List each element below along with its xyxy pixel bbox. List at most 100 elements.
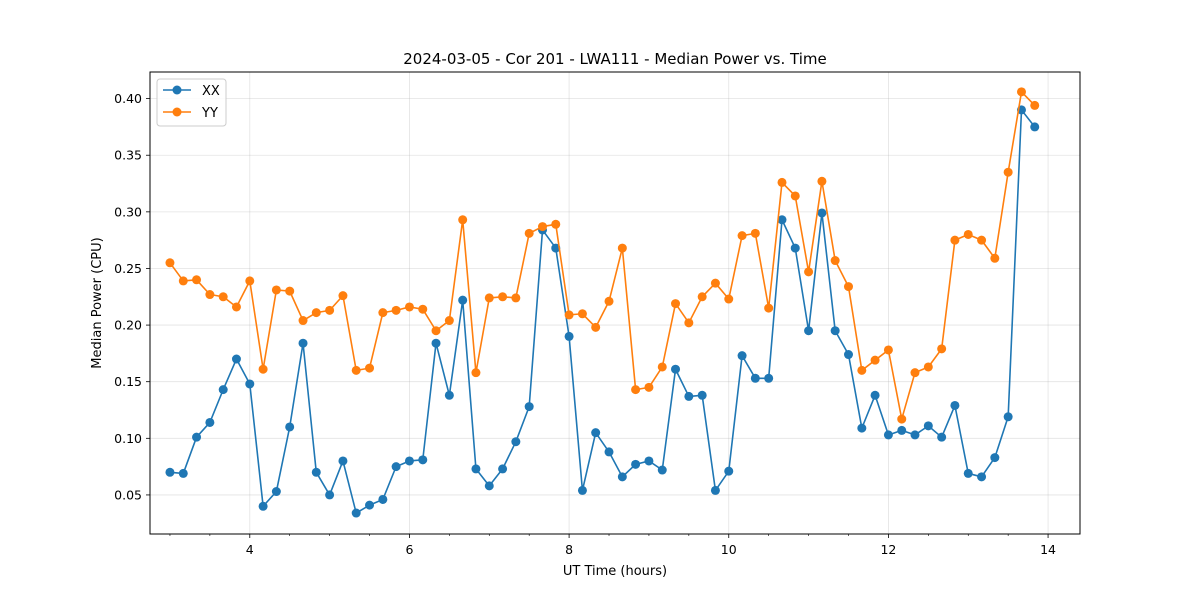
- data-point-xx: [551, 243, 561, 253]
- data-point-yy: [1016, 87, 1026, 97]
- data-point-yy: [311, 308, 321, 318]
- data-point-yy: [431, 326, 441, 336]
- x-tick-label: 10: [721, 542, 737, 557]
- data-point-xx: [923, 421, 933, 431]
- data-point-yy: [178, 276, 188, 286]
- data-point-yy: [923, 362, 933, 372]
- data-point-yy: [498, 292, 508, 302]
- chart-title: 2024-03-05 - Cor 201 - LWA111 - Median P…: [403, 50, 827, 68]
- data-point-yy: [231, 302, 241, 312]
- data-point-xx: [258, 501, 268, 511]
- y-axis-ticks: 0.05 0.10 0.15 0.20 0.25 0.30 0.35 0.40: [114, 91, 150, 502]
- data-point-xx: [830, 326, 840, 336]
- data-point-yy: [577, 309, 587, 319]
- data-point-yy: [365, 363, 375, 373]
- data-point-yy: [192, 275, 202, 285]
- data-point-yy: [205, 290, 215, 300]
- data-point-yy: [817, 176, 827, 186]
- data-point-xx: [458, 295, 468, 305]
- data-point-yy: [804, 267, 814, 277]
- data-point-yy: [1003, 167, 1013, 177]
- series-yy: [165, 87, 1040, 424]
- data-point-yy: [551, 219, 561, 229]
- data-point-yy: [538, 222, 548, 232]
- data-point-xx: [271, 487, 281, 497]
- data-point-xx: [498, 464, 508, 474]
- data-point-xx: [351, 508, 361, 518]
- data-point-yy: [458, 215, 468, 225]
- data-point-yy: [391, 305, 401, 315]
- data-point-xx: [471, 464, 481, 474]
- data-point-yy: [843, 282, 853, 292]
- data-point-xx: [365, 500, 375, 510]
- data-point-yy: [657, 362, 667, 372]
- data-point-xx: [857, 423, 867, 433]
- data-point-xx: [245, 379, 255, 389]
- data-point-yy: [950, 235, 960, 245]
- legend-marker-xx: [172, 85, 182, 95]
- data-point-xx: [178, 468, 188, 478]
- data-point-xx: [817, 208, 827, 218]
- data-point-xx: [777, 215, 787, 225]
- legend-marker-yy: [172, 107, 182, 117]
- x-tick-label: 12: [880, 542, 896, 557]
- data-point-yy: [671, 299, 681, 309]
- data-point-yy: [937, 344, 947, 354]
- data-point-yy: [271, 285, 281, 295]
- data-point-xx: [431, 338, 441, 348]
- data-point-yy: [245, 276, 255, 286]
- data-point-xx: [617, 472, 627, 482]
- data-point-yy: [750, 228, 760, 238]
- data-point-xx: [604, 447, 614, 457]
- data-point-xx: [750, 373, 760, 383]
- y-axis-label: Median Power (CPU): [90, 237, 105, 368]
- x-axis-ticks: 4 6 8 10 12 14: [169, 534, 1056, 557]
- grid: [150, 72, 1080, 534]
- data-point-xx: [338, 456, 348, 466]
- data-point-yy: [338, 291, 348, 301]
- data-point-yy: [990, 253, 1000, 263]
- data-point-yy: [351, 365, 361, 375]
- data-point-xx: [218, 385, 228, 395]
- data-point-xx: [710, 485, 720, 495]
- data-point-yy: [285, 286, 295, 296]
- data-point-yy: [218, 292, 228, 302]
- data-point-yy: [604, 296, 614, 306]
- data-point-xx: [564, 331, 574, 341]
- y-tick-label: 0.05: [114, 487, 142, 502]
- data-point-xx: [870, 390, 880, 400]
- y-tick-label: 0.25: [114, 261, 142, 276]
- data-point-xx: [1003, 412, 1013, 422]
- legend-label-xx: XX: [202, 84, 220, 99]
- data-point-xx: [963, 468, 973, 478]
- data-point-xx: [950, 400, 960, 410]
- data-point-yy: [764, 303, 774, 313]
- data-point-xx: [511, 437, 521, 447]
- data-point-yy: [777, 177, 787, 187]
- y-tick-label: 0.35: [114, 148, 142, 163]
- data-point-xx: [285, 422, 295, 432]
- data-point-yy: [591, 322, 601, 332]
- legend-label-yy: YY: [201, 106, 218, 121]
- data-point-xx: [391, 462, 401, 472]
- y-tick-label: 0.30: [114, 204, 142, 219]
- data-point-xx: [657, 465, 667, 475]
- data-point-xx: [697, 390, 707, 400]
- data-point-xx: [311, 467, 321, 477]
- data-point-yy: [617, 243, 627, 253]
- plot-frame: [149, 71, 1081, 535]
- data-point-xx: [724, 466, 734, 476]
- data-point-yy: [830, 256, 840, 266]
- data-point-xx: [378, 494, 388, 504]
- data-point-xx: [631, 459, 641, 469]
- data-point-yy: [471, 368, 481, 378]
- x-tick-label: 6: [405, 542, 413, 557]
- data-point-xx: [404, 456, 414, 466]
- y-tick-label: 0.10: [114, 431, 142, 446]
- data-point-yy: [724, 294, 734, 304]
- y-tick-label: 0.40: [114, 91, 142, 106]
- data-point-xx: [910, 430, 920, 440]
- data-point-xx: [484, 481, 494, 491]
- data-point-yy: [870, 355, 880, 365]
- data-point-xx: [577, 485, 587, 495]
